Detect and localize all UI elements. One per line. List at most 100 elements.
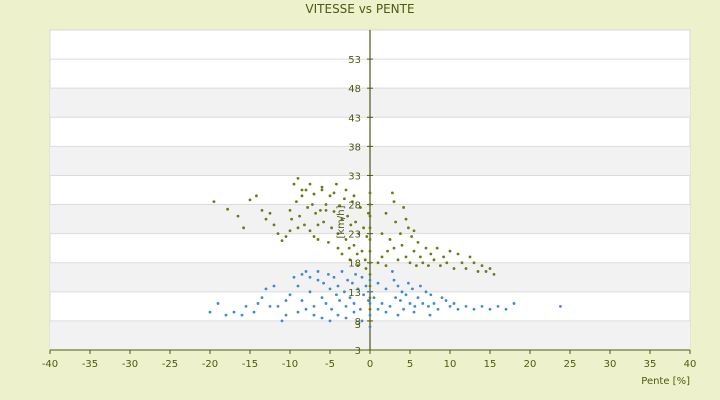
data-point-olive (424, 246, 428, 250)
data-point-blue (428, 313, 432, 317)
data-point-blue (272, 284, 276, 288)
x-tick-label: -10 (282, 359, 298, 370)
data-point-olive (255, 194, 258, 198)
data-point-blue (368, 290, 372, 294)
data-point-olive (472, 261, 476, 265)
data-point-blue (368, 313, 372, 317)
data-point-olive (492, 272, 496, 276)
data-point-olive (368, 284, 372, 288)
data-point-olive (336, 232, 340, 236)
data-point-blue (320, 316, 324, 320)
data-point-olive (320, 188, 324, 192)
data-point-olive (384, 264, 388, 268)
data-point-olive (312, 235, 316, 238)
y-tick-label: 3 (355, 346, 361, 357)
data-point-olive (364, 267, 368, 270)
data-point-olive (368, 226, 372, 230)
data-point-blue (312, 304, 316, 308)
data-point-olive (356, 264, 360, 268)
data-point-olive (319, 208, 322, 212)
data-point-blue (416, 296, 420, 300)
data-point-olive (380, 232, 384, 236)
data-point-olive (468, 255, 472, 259)
data-point-olive (435, 246, 439, 250)
data-point-olive (421, 261, 425, 265)
data-point-olive (346, 214, 349, 218)
data-point-olive (312, 192, 316, 196)
data-point-olive (272, 223, 276, 227)
y-tick-label: 8 (355, 317, 361, 328)
data-point-olive (328, 194, 332, 198)
data-point-olive (404, 255, 408, 259)
data-point-olive (332, 191, 336, 195)
data-point-blue (404, 293, 408, 297)
data-point-olive (448, 249, 452, 253)
data-point-olive (464, 267, 468, 270)
data-point-blue (413, 304, 417, 308)
data-point-blue (396, 313, 400, 317)
data-point-olive (368, 261, 372, 265)
data-point-blue (346, 278, 349, 282)
data-point-blue (396, 284, 400, 288)
data-point-blue (336, 284, 340, 288)
data-point-olive (415, 264, 418, 268)
data-point-blue (368, 302, 372, 305)
data-point-olive (226, 207, 230, 211)
data-point-blue (327, 272, 330, 276)
data-point-blue (320, 296, 324, 300)
data-point-blue (429, 293, 433, 297)
data-point-blue (300, 299, 304, 302)
data-point-blue (256, 302, 260, 305)
y-tick-label: 23 (348, 230, 361, 241)
x-tick-label: 35 (644, 359, 657, 370)
data-point-olive (456, 252, 460, 256)
x-tick-label: -20 (202, 359, 218, 370)
data-point-olive (351, 200, 354, 204)
data-point-olive (349, 223, 353, 227)
y-tick-label: 3 (355, 320, 361, 331)
data-point-olive (399, 232, 402, 236)
data-point-olive (360, 249, 364, 253)
x-tick-label: 10 (444, 359, 457, 370)
data-point-olive (212, 200, 216, 204)
data-point-blue (356, 287, 360, 291)
data-point-blue (343, 290, 346, 294)
data-point-blue (264, 287, 268, 291)
data-point-blue (208, 310, 212, 314)
data-point-blue (240, 313, 244, 317)
data-point-blue (296, 284, 300, 288)
data-point-blue (399, 299, 402, 302)
data-point-olive (303, 223, 306, 227)
data-point-olive (404, 217, 408, 221)
data-point-olive (392, 200, 396, 204)
data-point-blue (216, 302, 220, 305)
data-point-blue (380, 302, 384, 305)
data-point-blue (284, 299, 288, 302)
data-point-olive (300, 188, 304, 192)
data-point-blue (351, 281, 354, 285)
data-point-blue (496, 304, 500, 308)
data-point-olive (480, 264, 484, 268)
data-point-blue (368, 325, 372, 329)
data-point-olive (376, 261, 380, 265)
data-point-blue (391, 270, 394, 273)
data-point-blue (408, 302, 412, 305)
data-point-blue (348, 296, 352, 300)
data-point-blue (280, 319, 284, 323)
data-point-blue (260, 296, 264, 300)
x-tick-label: 15 (484, 359, 497, 370)
y-axis-label: [km/h] (336, 205, 347, 238)
data-point-olive (304, 188, 308, 192)
data-point-olive (296, 226, 300, 230)
data-point-blue (344, 304, 348, 308)
data-point-olive (476, 270, 480, 273)
data-point-olive (368, 249, 372, 253)
data-point-blue (412, 310, 416, 314)
data-point-blue (427, 304, 430, 308)
data-point-blue (292, 275, 296, 279)
data-point-blue (362, 293, 365, 297)
data-point-blue (384, 287, 388, 291)
data-point-blue (360, 275, 364, 279)
data-point-olive (327, 240, 330, 244)
data-point-olive (368, 272, 372, 276)
